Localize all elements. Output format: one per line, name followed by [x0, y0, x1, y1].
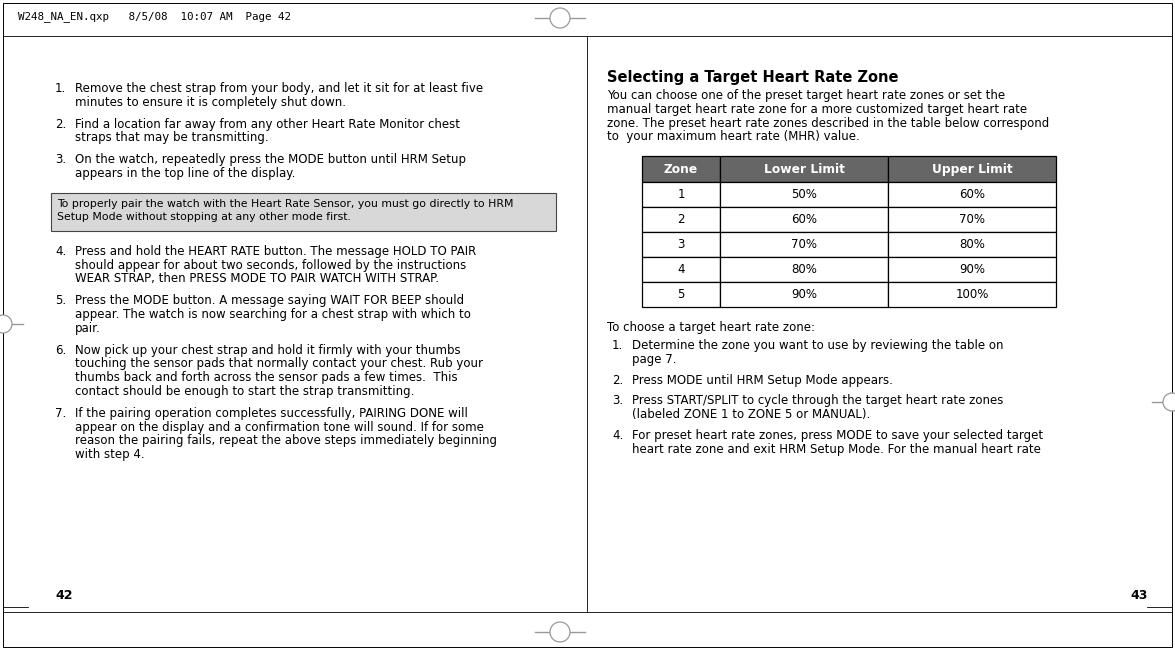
Text: 1.: 1. — [612, 339, 623, 352]
Text: If the pairing operation completes successfully, PAIRING DONE will: If the pairing operation completes succe… — [75, 407, 468, 420]
Text: 80%: 80% — [959, 238, 985, 251]
Text: page 7.: page 7. — [632, 353, 677, 366]
Text: To choose a target heart rate zone:: To choose a target heart rate zone: — [607, 321, 815, 334]
Text: (labeled ZONE 1 to ZONE 5 or MANUAL).: (labeled ZONE 1 to ZONE 5 or MANUAL). — [632, 408, 871, 421]
Text: Press MODE until HRM Setup Mode appears.: Press MODE until HRM Setup Mode appears. — [632, 374, 893, 387]
Text: 3.: 3. — [612, 395, 623, 408]
Text: 3: 3 — [677, 238, 685, 251]
Text: Press START/SPLIT to cycle through the target heart rate zones: Press START/SPLIT to cycle through the t… — [632, 395, 1003, 408]
Text: Determine the zone you want to use by reviewing the table on: Determine the zone you want to use by re… — [632, 339, 1003, 352]
Text: 4.: 4. — [55, 245, 66, 258]
Text: appear. The watch is now searching for a chest strap with which to: appear. The watch is now searching for a… — [75, 308, 471, 321]
Text: 2.: 2. — [55, 118, 66, 131]
Text: Remove the chest strap from your body, and let it sit for at least five: Remove the chest strap from your body, a… — [75, 82, 483, 95]
Text: Upper Limit: Upper Limit — [932, 162, 1013, 176]
Text: 42: 42 — [55, 589, 73, 602]
Text: 100%: 100% — [955, 288, 988, 301]
Text: To properly pair the watch with the Heart Rate Sensor, you must go directly to H: To properly pair the watch with the Hear… — [58, 199, 513, 209]
Text: 2: 2 — [677, 213, 685, 226]
Text: 90%: 90% — [959, 263, 985, 276]
Text: touching the sensor pads that normally contact your chest. Rub your: touching the sensor pads that normally c… — [75, 358, 483, 370]
FancyBboxPatch shape — [720, 282, 888, 307]
Circle shape — [550, 8, 570, 28]
Text: 6.: 6. — [55, 344, 66, 357]
Text: 60%: 60% — [791, 213, 817, 226]
Text: 80%: 80% — [791, 263, 817, 276]
Text: 70%: 70% — [791, 238, 817, 251]
Circle shape — [1163, 393, 1175, 411]
Text: thumbs back and forth across the sensor pads a few times.  This: thumbs back and forth across the sensor … — [75, 371, 457, 384]
FancyBboxPatch shape — [642, 156, 720, 182]
Text: manual target heart rate zone for a more customized target heart rate: manual target heart rate zone for a more… — [607, 103, 1027, 116]
Text: 70%: 70% — [959, 213, 985, 226]
Text: Find a location far away from any other Heart Rate Monitor chest: Find a location far away from any other … — [75, 118, 459, 131]
Text: Selecting a Target Heart Rate Zone: Selecting a Target Heart Rate Zone — [607, 70, 899, 85]
Text: minutes to ensure it is completely shut down.: minutes to ensure it is completely shut … — [75, 96, 345, 109]
Text: Setup Mode without stopping at any other mode first.: Setup Mode without stopping at any other… — [58, 212, 351, 222]
Text: Press the MODE button. A message saying WAIT FOR BEEP should: Press the MODE button. A message saying … — [75, 294, 464, 307]
FancyBboxPatch shape — [720, 182, 888, 207]
FancyBboxPatch shape — [642, 207, 720, 232]
Text: Zone: Zone — [664, 162, 698, 176]
Text: W248_NA_EN.qxp   8/5/08  10:07 AM  Page 42: W248_NA_EN.qxp 8/5/08 10:07 AM Page 42 — [18, 12, 291, 23]
Text: Press and hold the HEART RATE button. The message HOLD TO PAIR: Press and hold the HEART RATE button. Th… — [75, 245, 476, 258]
FancyBboxPatch shape — [642, 232, 720, 257]
Circle shape — [550, 622, 570, 642]
FancyBboxPatch shape — [720, 257, 888, 282]
Text: 2.: 2. — [612, 374, 623, 387]
Text: straps that may be transmitting.: straps that may be transmitting. — [75, 131, 269, 144]
Text: 3.: 3. — [55, 153, 66, 166]
Text: 4: 4 — [677, 263, 685, 276]
FancyBboxPatch shape — [642, 182, 720, 207]
FancyBboxPatch shape — [720, 207, 888, 232]
Text: 90%: 90% — [791, 288, 817, 301]
FancyBboxPatch shape — [888, 156, 1056, 182]
Text: Now pick up your chest strap and hold it firmly with your thumbs: Now pick up your chest strap and hold it… — [75, 344, 461, 357]
Text: On the watch, repeatedly press the MODE button until HRM Setup: On the watch, repeatedly press the MODE … — [75, 153, 466, 166]
FancyBboxPatch shape — [888, 182, 1056, 207]
Text: pair.: pair. — [75, 322, 101, 335]
FancyBboxPatch shape — [888, 207, 1056, 232]
Text: 1.: 1. — [55, 82, 66, 95]
Text: 50%: 50% — [791, 188, 817, 202]
Text: with step 4.: with step 4. — [75, 448, 145, 461]
Text: reason the pairing fails, repeat the above steps immediately beginning: reason the pairing fails, repeat the abo… — [75, 434, 497, 447]
FancyBboxPatch shape — [51, 193, 556, 231]
Text: 60%: 60% — [959, 188, 985, 202]
FancyBboxPatch shape — [642, 257, 720, 282]
Text: contact should be enough to start the strap transmitting.: contact should be enough to start the st… — [75, 385, 415, 398]
FancyBboxPatch shape — [720, 156, 888, 182]
FancyBboxPatch shape — [888, 232, 1056, 257]
FancyBboxPatch shape — [888, 257, 1056, 282]
Text: to  your maximum heart rate (MHR) value.: to your maximum heart rate (MHR) value. — [607, 131, 860, 144]
Text: 1: 1 — [677, 188, 685, 202]
Text: 5.: 5. — [55, 294, 66, 307]
Text: For preset heart rate zones, press MODE to save your selected target: For preset heart rate zones, press MODE … — [632, 429, 1043, 442]
Text: 7.: 7. — [55, 407, 66, 420]
Text: appears in the top line of the display.: appears in the top line of the display. — [75, 167, 295, 180]
Text: WEAR STRAP, then PRESS MODE TO PAIR WATCH WITH STRAP.: WEAR STRAP, then PRESS MODE TO PAIR WATC… — [75, 272, 439, 285]
FancyBboxPatch shape — [888, 282, 1056, 307]
FancyBboxPatch shape — [642, 282, 720, 307]
Circle shape — [0, 315, 12, 333]
Text: Lower Limit: Lower Limit — [764, 162, 845, 176]
Text: heart rate zone and exit HRM Setup Mode. For the manual heart rate: heart rate zone and exit HRM Setup Mode.… — [632, 443, 1041, 456]
Text: zone. The preset heart rate zones described in the table below correspond: zone. The preset heart rate zones descri… — [607, 116, 1049, 129]
Text: should appear for about two seconds, followed by the instructions: should appear for about two seconds, fol… — [75, 259, 466, 272]
Text: appear on the display and a confirmation tone will sound. If for some: appear on the display and a confirmation… — [75, 421, 484, 434]
Text: You can choose one of the preset target heart rate zones or set the: You can choose one of the preset target … — [607, 89, 1005, 102]
Text: 43: 43 — [1130, 589, 1148, 602]
Text: 5: 5 — [677, 288, 685, 301]
Text: 4.: 4. — [612, 429, 623, 442]
FancyBboxPatch shape — [720, 232, 888, 257]
